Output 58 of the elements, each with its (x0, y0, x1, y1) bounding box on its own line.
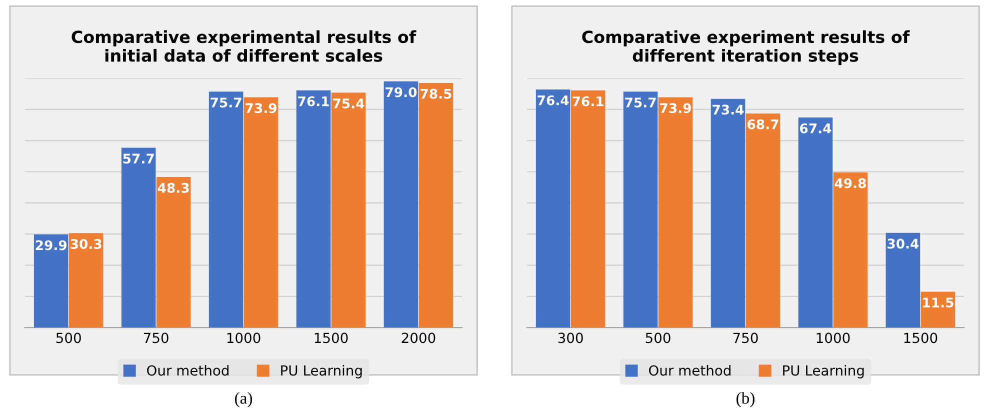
legend-label: PU Learning (281, 364, 362, 378)
bar (156, 177, 191, 328)
data-label: 48.3 (158, 182, 189, 193)
bar (536, 89, 570, 328)
data-label: 30.4 (888, 238, 919, 249)
x-tick-label: 2000 (402, 332, 436, 344)
data-label: 30.3 (70, 238, 102, 249)
bar (68, 233, 104, 328)
x-tick-label: 1500 (314, 332, 348, 344)
x-tick-label: 1500 (904, 332, 938, 344)
x-tick-label: 750 (733, 332, 758, 344)
chart-title: Comparative experimental results of initial data of different scales (72, 30, 416, 62)
bar (296, 90, 331, 328)
x-tick-label: 500 (646, 332, 670, 344)
bar (121, 148, 156, 328)
data-label: 75.7 (625, 98, 656, 108)
bar (623, 92, 658, 328)
x-tick-label: 300 (558, 332, 583, 344)
bar (658, 97, 693, 328)
text: (b) (736, 392, 754, 408)
bar (570, 90, 606, 328)
data-label: 68.7 (748, 119, 778, 130)
legend-label: PU Learning (783, 364, 864, 378)
data-label: 57.7 (123, 154, 154, 164)
data-label: 75.4 (333, 98, 364, 108)
x-tick-label: 500 (56, 332, 81, 344)
text: (a) (235, 392, 252, 408)
bar (34, 234, 68, 328)
bar (244, 97, 278, 328)
data-label: 67.4 (800, 123, 832, 134)
data-label: 73.4 (712, 104, 744, 115)
bar (886, 232, 920, 328)
bar (384, 81, 418, 328)
data-label: 73.9 (246, 103, 276, 114)
data-label: 29.9 (36, 240, 67, 250)
data-label: 73.9 (660, 103, 691, 114)
bar (798, 118, 833, 328)
legend-label: Our method (147, 364, 228, 376)
bar (746, 113, 780, 328)
data-label: 11.5 (923, 298, 954, 308)
data-label: 76.1 (572, 96, 604, 106)
bar (710, 98, 746, 328)
data-label: 49.8 (834, 178, 866, 188)
chart-title: Comparative experiment results of different iteration steps (582, 30, 910, 66)
x-tick-label: 1000 (227, 332, 260, 344)
data-label: 78.5 (420, 88, 452, 99)
bar (331, 92, 366, 328)
bar (418, 82, 454, 328)
data-label: 76.1 (298, 96, 329, 106)
legend-label: Our method (649, 364, 730, 376)
data-label: 76.4 (538, 95, 569, 106)
data-label: 75.7 (210, 98, 242, 108)
bar (920, 292, 956, 328)
x-tick-label: 750 (144, 332, 168, 344)
data-label: 79.0 (386, 87, 417, 98)
bar (208, 92, 244, 328)
x-tick-label: 1000 (816, 332, 850, 344)
bar (833, 172, 868, 328)
